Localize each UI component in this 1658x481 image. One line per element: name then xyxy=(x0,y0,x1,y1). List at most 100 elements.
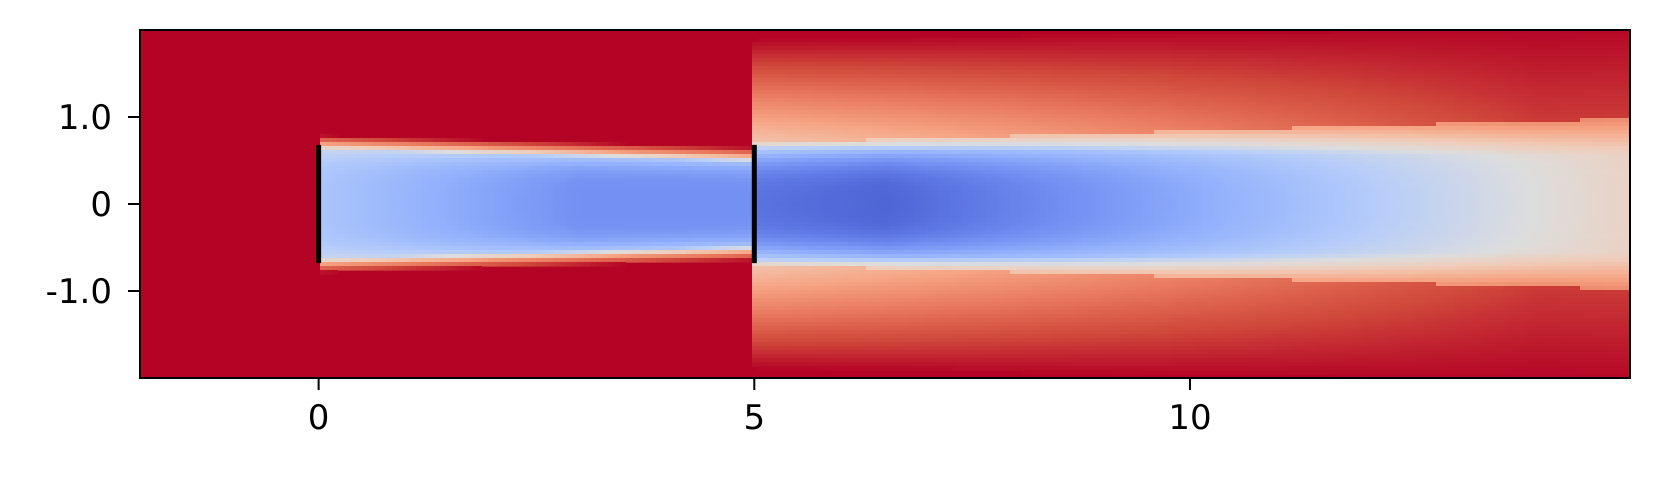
field-cell xyxy=(908,334,915,339)
field-cell xyxy=(686,254,693,259)
field-cell xyxy=(560,162,567,167)
field-cell xyxy=(362,162,369,167)
field-cell xyxy=(692,178,699,183)
field-cell xyxy=(806,90,813,95)
field-cell xyxy=(536,210,543,215)
field-cell xyxy=(764,170,771,175)
field-cell xyxy=(794,298,801,303)
field-cell xyxy=(536,214,543,219)
field-cell xyxy=(848,362,855,367)
field-cell xyxy=(374,182,381,187)
field-cell xyxy=(932,270,939,275)
field-cell xyxy=(332,210,339,215)
field-cell xyxy=(896,166,903,171)
field-cell xyxy=(542,158,549,163)
field-cell xyxy=(848,214,855,219)
field-cell xyxy=(908,258,915,263)
field-cell xyxy=(752,346,759,351)
field-cell xyxy=(908,294,915,299)
field-cell xyxy=(842,162,849,167)
field-cell xyxy=(446,266,453,271)
field-cell xyxy=(776,302,783,307)
field-cell xyxy=(434,142,441,147)
field-cell xyxy=(704,158,711,163)
field-cell xyxy=(446,262,453,267)
field-cell xyxy=(920,82,927,87)
field-cell xyxy=(788,78,795,83)
field-cell xyxy=(920,130,927,135)
field-cell xyxy=(386,170,393,175)
field-cell xyxy=(914,354,921,359)
field-cell xyxy=(344,146,351,151)
field-cell xyxy=(506,194,513,199)
field-cell xyxy=(896,302,903,307)
field-cell xyxy=(470,170,477,175)
field-cell xyxy=(356,186,363,191)
field-cell xyxy=(680,246,687,251)
field-cell xyxy=(920,334,927,339)
field-cell xyxy=(788,266,795,271)
field-cell xyxy=(380,158,387,163)
field-cell xyxy=(908,206,915,211)
field-cell xyxy=(920,118,927,123)
field-cell xyxy=(842,310,849,315)
field-cell xyxy=(674,222,681,227)
field-cell xyxy=(410,162,417,167)
field-cell xyxy=(752,46,759,51)
field-cell xyxy=(908,190,915,195)
field-cell xyxy=(854,246,861,251)
field-cell xyxy=(680,194,687,199)
field-cell xyxy=(740,246,747,251)
field-cell xyxy=(584,234,591,239)
field-cell xyxy=(536,150,543,155)
field-cell xyxy=(800,202,807,207)
field-cell xyxy=(836,250,843,255)
field-cell xyxy=(542,254,549,259)
field-cell xyxy=(476,234,483,239)
field-cell xyxy=(764,230,771,235)
field-cell xyxy=(704,214,711,219)
field-cell xyxy=(590,226,597,231)
field-cell xyxy=(374,174,381,179)
field-cell xyxy=(638,218,645,223)
field-cell xyxy=(566,222,573,227)
field-cell xyxy=(884,126,891,131)
field-cell xyxy=(452,158,459,163)
field-cell xyxy=(392,158,399,163)
field-cell xyxy=(806,114,813,119)
field-cell xyxy=(398,166,405,171)
field-cell xyxy=(344,186,351,191)
field-cell xyxy=(908,122,915,127)
field-cell xyxy=(764,198,771,203)
field-cell xyxy=(890,166,897,171)
field-cell xyxy=(386,158,393,163)
field-cell xyxy=(758,74,765,79)
field-cell xyxy=(410,202,417,207)
field-cell xyxy=(944,182,951,187)
field-cell xyxy=(782,178,789,183)
field-cell xyxy=(734,190,741,195)
field-cell xyxy=(482,166,489,171)
field-cell xyxy=(794,42,801,47)
field-cell xyxy=(920,326,927,331)
field-cell xyxy=(500,206,507,211)
field-cell xyxy=(926,354,933,359)
field-cell xyxy=(800,274,807,279)
field-cell xyxy=(812,130,819,135)
field-cell xyxy=(884,182,891,187)
field-cell xyxy=(626,210,633,215)
field-cell xyxy=(776,98,783,103)
field-cell xyxy=(938,190,945,195)
field-cell xyxy=(608,230,615,235)
field-cell xyxy=(926,246,933,251)
field-cell xyxy=(356,198,363,203)
field-cell xyxy=(512,246,519,251)
field-cell xyxy=(674,218,681,223)
field-cell xyxy=(800,258,807,263)
field-cell xyxy=(872,294,879,299)
field-cell xyxy=(320,258,327,263)
field-cell xyxy=(644,210,651,215)
field-cell xyxy=(878,82,885,87)
field-cell xyxy=(518,206,525,211)
field-cell xyxy=(440,258,447,263)
